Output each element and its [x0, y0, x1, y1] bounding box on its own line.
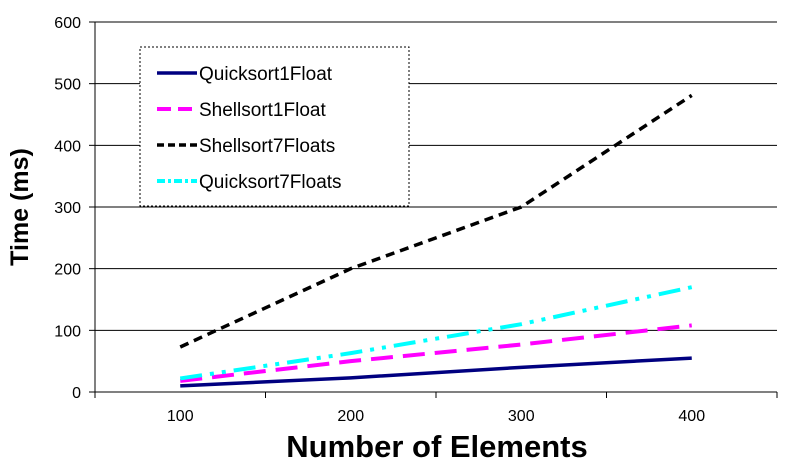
series-line-Shellsort1Float: [180, 323, 692, 383]
x-tick-label: 300: [508, 408, 535, 425]
series-lines: [179, 93, 693, 388]
y-tick-label: 500: [54, 77, 81, 94]
series-line-Quicksort7Floats: [179, 285, 693, 381]
y-tick-label: 400: [54, 138, 81, 155]
legend-label: Shellsort1Float: [199, 100, 326, 121]
y-tick-label: 200: [54, 262, 81, 279]
y-tick-label: 600: [54, 15, 81, 32]
y-tick-label: 0: [72, 385, 81, 402]
legend-label: Quicksort1Float: [199, 64, 333, 85]
x-tick-labels: 100 200 300 400: [167, 408, 705, 425]
y-tick-labels: 0 100 200 300 400 500 600: [54, 15, 81, 402]
y-tick-label: 300: [54, 200, 81, 217]
y-axis-title: Time (ms): [6, 148, 34, 266]
series-line-Shellsort7Floats: [179, 93, 693, 349]
legend-label: Quicksort7Floats: [199, 172, 342, 193]
x-tick-label: 400: [678, 408, 705, 425]
x-tick-label: 200: [337, 408, 364, 425]
axes: [89, 21, 778, 398]
series-line-Quicksort1Float: [180, 356, 692, 388]
x-axis-title: Number of Elements: [286, 429, 587, 464]
legend-label: Shellsort7Floats: [199, 136, 335, 157]
legend: Quicksort1Float Shellsort1Float Shellsort7…: [139, 46, 410, 207]
x-tick-label: 100: [167, 408, 194, 425]
y-tick-label: 100: [54, 323, 81, 340]
